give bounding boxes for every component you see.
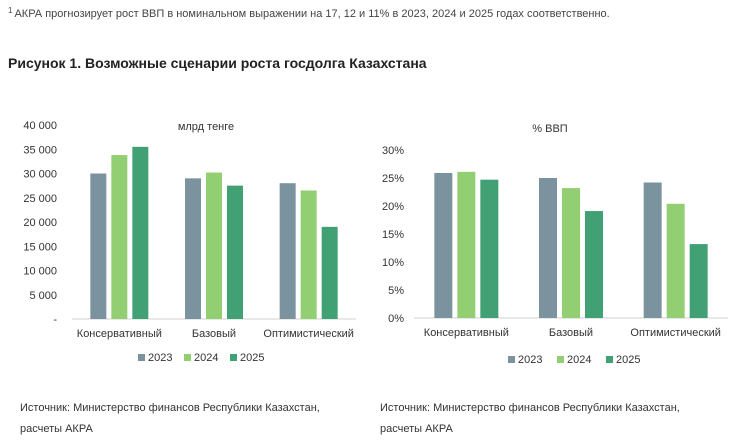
bar-2023 [539, 178, 557, 318]
bar-2024 [206, 172, 222, 319]
legend-swatch-2024 [184, 354, 191, 361]
x-category-label: Оптимистический [630, 327, 721, 339]
y-tick-label: 15 000 [23, 241, 57, 253]
y-tick-label: 20% [382, 201, 404, 213]
bar-2023 [279, 183, 296, 319]
y-tick-label: 15% [382, 229, 404, 241]
source-note-right: Источник: Министерство финансов Республи… [380, 398, 700, 440]
legend-swatch-2025 [606, 356, 613, 363]
figure-title: Рисунок 1. Возможные сценарии роста госд… [8, 55, 427, 71]
legend-swatch-2023 [138, 354, 145, 361]
y-tick-label: 10% [382, 257, 404, 269]
legend-label: 2023 [148, 352, 172, 364]
x-category-label: Базовый [192, 328, 236, 340]
y-tick-label: - [53, 314, 57, 326]
footnote: 1 АКРА прогнозирует рост ВВП в номинально… [8, 6, 610, 20]
legend-label: 2025 [616, 354, 640, 366]
bar-2023 [434, 172, 453, 318]
bar-2024 [666, 203, 685, 318]
bar-2025 [689, 244, 708, 318]
y-tick-label: 5 000 [29, 290, 57, 302]
source-line-2: расчеты АКРА [20, 423, 93, 435]
source-line-1: Источник: Министерство финансов Республи… [20, 402, 320, 414]
bar-2024 [457, 171, 476, 318]
legend-label: 2024 [194, 352, 218, 364]
y-tick-label: 30% [382, 145, 404, 157]
footnote-text: АКРА прогнозирует рост ВВП в номинальном… [14, 8, 610, 20]
x-category-label: Базовый [549, 327, 593, 339]
legend-label: 2025 [240, 352, 264, 364]
bar-2023 [643, 182, 662, 318]
bar-2025 [227, 185, 243, 319]
y-tick-label: 25 000 [23, 193, 57, 205]
x-category-label: Консервативный [77, 328, 162, 340]
legend-swatch-2024 [557, 356, 564, 363]
y-tick-label: 10 000 [23, 266, 57, 278]
bar-2025 [321, 226, 338, 319]
bar-2024 [562, 188, 580, 318]
y-tick-label: 0% [388, 313, 404, 325]
legend-label: 2023 [518, 354, 542, 366]
y-tick-label: 30 000 [23, 169, 57, 181]
bar-2025 [480, 179, 499, 318]
bar-2024 [111, 155, 128, 319]
legend-swatch-2023 [508, 356, 515, 363]
x-category-label: Оптимистический [263, 328, 354, 340]
bar-2023 [185, 178, 201, 319]
bar-2025 [132, 146, 149, 319]
source-note-left: Источник: Министерство финансов Республи… [20, 398, 340, 440]
y-tick-label: 25% [382, 173, 404, 185]
bar-2023 [90, 173, 107, 319]
bar-2024 [300, 190, 317, 319]
chart-title: % ВВП [532, 123, 568, 135]
legend-swatch-2025 [230, 354, 237, 361]
y-tick-label: 35 000 [23, 144, 57, 156]
source-line-1: Источник: Министерство финансов Республи… [380, 402, 680, 414]
bar-2025 [585, 211, 603, 318]
chart-title: млрд тенге [178, 121, 234, 133]
legend-label: 2024 [567, 354, 591, 366]
y-tick-label: 20 000 [23, 217, 57, 229]
x-category-label: Консервативный [424, 327, 509, 339]
source-line-2: расчеты АКРА [380, 423, 453, 435]
chart-percent-gdp: % ВВП 0% 5% 10% 15% 20% 25% 30% Консервативный Ба… [372, 110, 732, 380]
y-tick-label: 5% [388, 285, 404, 297]
y-tick-label: 40 000 [23, 120, 57, 132]
chart-absolute-svg: млрд тенге - 5 000 10 000 15 000 20 000 25 000… [23, 120, 356, 364]
footnote-marker: 1 [8, 6, 13, 15]
chart-absolute: млрд тенге - 5 000 10 000 15 000 20 000 25 000… [10, 110, 360, 380]
chart-percent-gdp-svg: % ВВП 0% 5% 10% 15% 20% 25% 30% Консервативный Ба… [382, 123, 728, 366]
